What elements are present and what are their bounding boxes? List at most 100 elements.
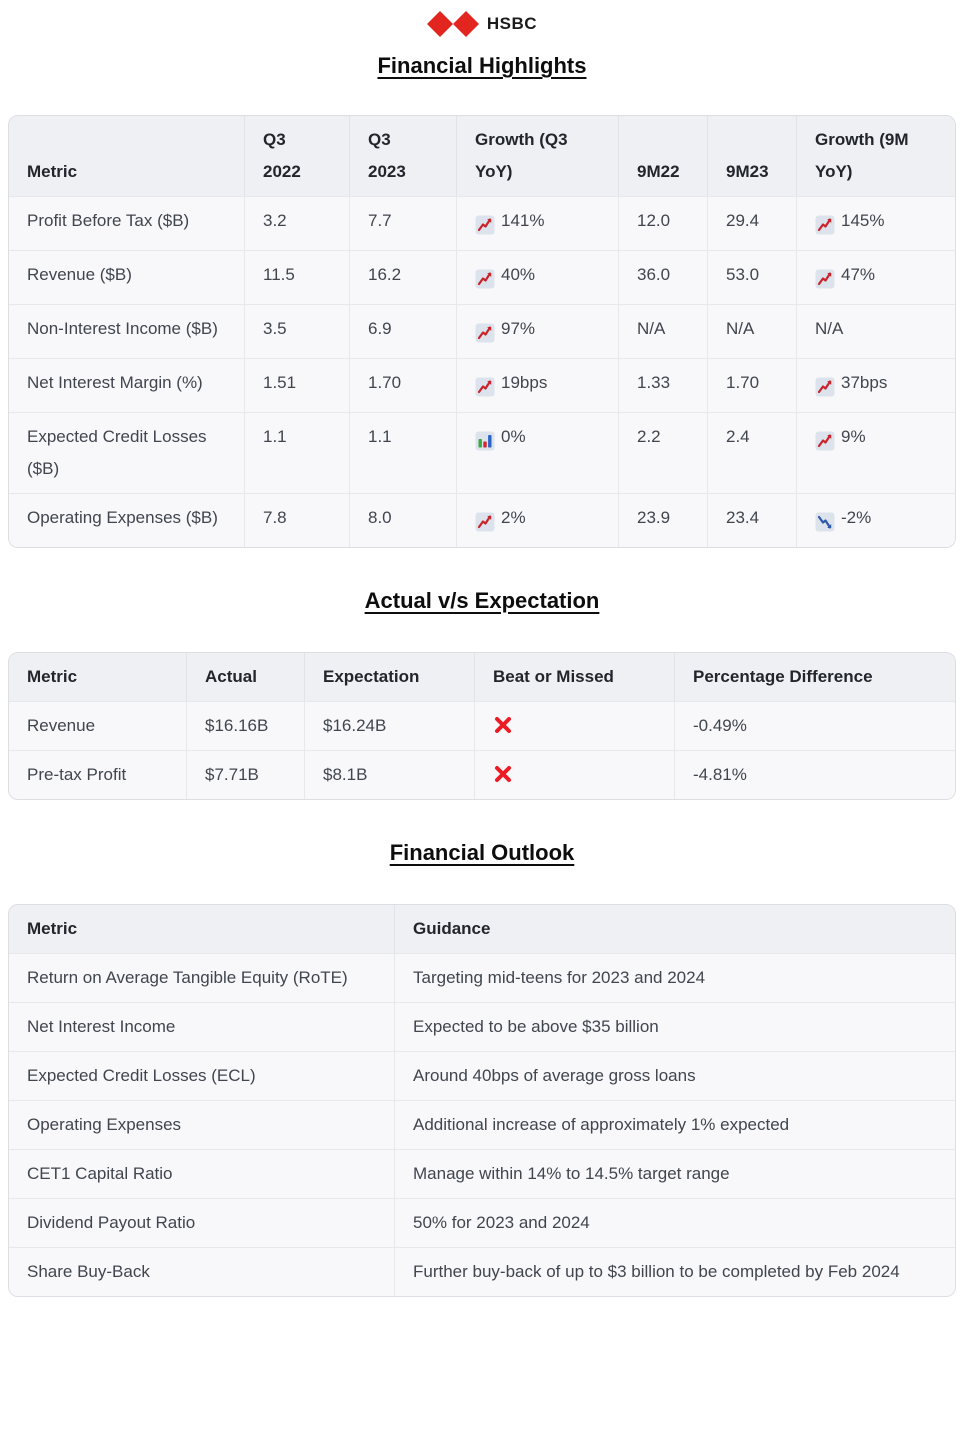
table-cell: 145% bbox=[796, 196, 955, 250]
table-cell: CET1 Capital Ratio bbox=[9, 1149, 394, 1198]
column-header: Q3 2022 bbox=[244, 116, 349, 196]
cell-text: 19bps bbox=[501, 373, 548, 392]
table-cell: 2.2 bbox=[618, 412, 707, 493]
cell-content: 40% bbox=[475, 259, 535, 291]
chart-increasing-icon bbox=[815, 269, 835, 289]
brand-name: HSBC bbox=[486, 14, 538, 33]
column-header: 9M23 bbox=[707, 116, 796, 196]
column-header: Metric bbox=[9, 905, 394, 953]
table-cell: Pre-tax Profit bbox=[9, 750, 186, 799]
table-cell bbox=[474, 701, 674, 750]
table-cell: Revenue bbox=[9, 701, 186, 750]
hsbc-hexagon-icon bbox=[426, 11, 479, 37]
header-row: Metric Actual Expectation Beat or Missed Per… bbox=[9, 653, 955, 701]
column-header-label: 9M22 bbox=[637, 162, 680, 181]
table-cell: Profit Before Tax ($B) bbox=[9, 196, 244, 250]
hsbc-logo: HSBC bbox=[0, 8, 964, 40]
cell-text: 37bps bbox=[841, 373, 888, 392]
bar-chart-icon bbox=[475, 431, 495, 451]
cell-text: 47% bbox=[841, 265, 876, 284]
table-cell: Revenue ($B) bbox=[9, 250, 244, 304]
column-header-label: Percentage Difference bbox=[693, 667, 873, 686]
table-cell: 16.2 bbox=[349, 250, 456, 304]
table-cell: 12.0 bbox=[618, 196, 707, 250]
table-cell: 1.1 bbox=[349, 412, 456, 493]
chart-increasing-icon bbox=[815, 215, 835, 235]
table-row: Return on Average Tangible Equity (RoTE)… bbox=[9, 953, 955, 1002]
table-cell: 97% bbox=[456, 304, 618, 358]
column-header: Guidance bbox=[394, 905, 955, 953]
chart-increasing-icon bbox=[475, 215, 495, 235]
table-cell: $16.16B bbox=[186, 701, 304, 750]
table-cell: $8.1B bbox=[304, 750, 474, 799]
chart-increasing-icon bbox=[475, 323, 495, 343]
table-row: Expected Credit Losses ($B) 1.1 1.1 0% 2.2 2.… bbox=[9, 412, 955, 493]
table-cell: N/A bbox=[796, 304, 955, 358]
column-header-label: Q3 2023 bbox=[368, 130, 406, 181]
cell-text: 40% bbox=[501, 265, 536, 284]
table-cell: N/A bbox=[707, 304, 796, 358]
cell-content: 37bps bbox=[815, 367, 887, 399]
column-header-label: Metric bbox=[27, 919, 78, 938]
cell-content bbox=[493, 711, 513, 733]
column-header: Growth (Q3 YoY) bbox=[456, 116, 618, 196]
table-cell: Net Interest Margin (%) bbox=[9, 358, 244, 412]
table-cell: 1.33 bbox=[618, 358, 707, 412]
table-cell: Additional increase of approximately 1% … bbox=[394, 1100, 955, 1149]
cell-content: 2% bbox=[475, 502, 526, 534]
chart-increasing-icon bbox=[475, 269, 495, 289]
chart-increasing-icon bbox=[475, 377, 495, 397]
cell-text: 141% bbox=[501, 211, 545, 230]
chart-increasing-icon bbox=[475, 512, 495, 532]
table-cell: 36.0 bbox=[618, 250, 707, 304]
table-cell: 0% bbox=[456, 412, 618, 493]
table-cell: 53.0 bbox=[707, 250, 796, 304]
table-cell: Operating Expenses bbox=[9, 1100, 394, 1149]
column-header-label: Beat or Missed bbox=[493, 667, 614, 686]
table-cell: 141% bbox=[456, 196, 618, 250]
table-cell: Expected to be above $35 billion bbox=[394, 1002, 955, 1051]
table-row: Pre-tax Profit $7.71B $8.1B -4.81% bbox=[9, 750, 955, 799]
column-header: Growth (9M YoY) bbox=[796, 116, 955, 196]
table-row: Net Interest Margin (%) 1.51 1.70 19bps 1.33… bbox=[9, 358, 955, 412]
table-cell: -2% bbox=[796, 493, 955, 547]
table-cell: -4.81% bbox=[674, 750, 955, 799]
section-title-financial-outlook: Financial Outlook bbox=[389, 840, 575, 865]
table-cell bbox=[474, 750, 674, 799]
table-cell: Share Buy-Back bbox=[9, 1247, 394, 1296]
chart-increasing-icon bbox=[815, 377, 835, 397]
table-cell: 7.7 bbox=[349, 196, 456, 250]
report-page: HSBC Financial Highlights Metric Q3 2022 Q… bbox=[0, 8, 964, 1297]
cell-content: 9% bbox=[815, 421, 866, 453]
table-row: Profit Before Tax ($B) 3.2 7.7 141% 12.0 29.4… bbox=[9, 196, 955, 250]
table-cell: 1.1 bbox=[244, 412, 349, 493]
table-cell: 6.9 bbox=[349, 304, 456, 358]
column-header-label: 9M23 bbox=[726, 162, 769, 181]
chart-increasing-icon bbox=[815, 431, 835, 451]
cell-content: 0% bbox=[475, 421, 526, 453]
table-row: CET1 Capital Ratio Manage within 14% to 1… bbox=[9, 1149, 955, 1198]
table-cell: 7.8 bbox=[244, 493, 349, 547]
table-row: Revenue $16.16B $16.24B -0.49% bbox=[9, 701, 955, 750]
table-cell: 1.51 bbox=[244, 358, 349, 412]
table-cell: Around 40bps of average gross loans bbox=[394, 1051, 955, 1100]
column-header-label: Metric bbox=[27, 667, 78, 686]
table-financial-outlook: Metric Guidance Return on Average Tangible… bbox=[8, 904, 956, 1297]
table-row: Share Buy-Back Further buy-back of up to … bbox=[9, 1247, 955, 1296]
header-row: Metric Guidance bbox=[9, 905, 955, 953]
table-cell: 1.70 bbox=[707, 358, 796, 412]
cell-content: -2% bbox=[815, 502, 871, 534]
column-header: Beat or Missed bbox=[474, 653, 674, 701]
column-header-label: Guidance bbox=[413, 919, 491, 938]
column-header: Actual bbox=[186, 653, 304, 701]
table-cell: 40% bbox=[456, 250, 618, 304]
table-row: Operating Expenses Additional increase of… bbox=[9, 1100, 955, 1149]
table-financial-highlights: Metric Q3 2022 Q3 2023 Growth (Q3 YoY) 9M22 9… bbox=[8, 115, 956, 548]
cell-text: 97% bbox=[501, 319, 536, 338]
table-cell: 23.9 bbox=[618, 493, 707, 547]
table-row: Dividend Payout Ratio 50% for 2023 and 20… bbox=[9, 1198, 955, 1247]
table-cell: Non-Interest Income ($B) bbox=[9, 304, 244, 358]
cell-text: 145% bbox=[841, 211, 885, 230]
section-title-financial-highlights: Financial Highlights bbox=[377, 53, 587, 78]
table-cell: 47% bbox=[796, 250, 955, 304]
